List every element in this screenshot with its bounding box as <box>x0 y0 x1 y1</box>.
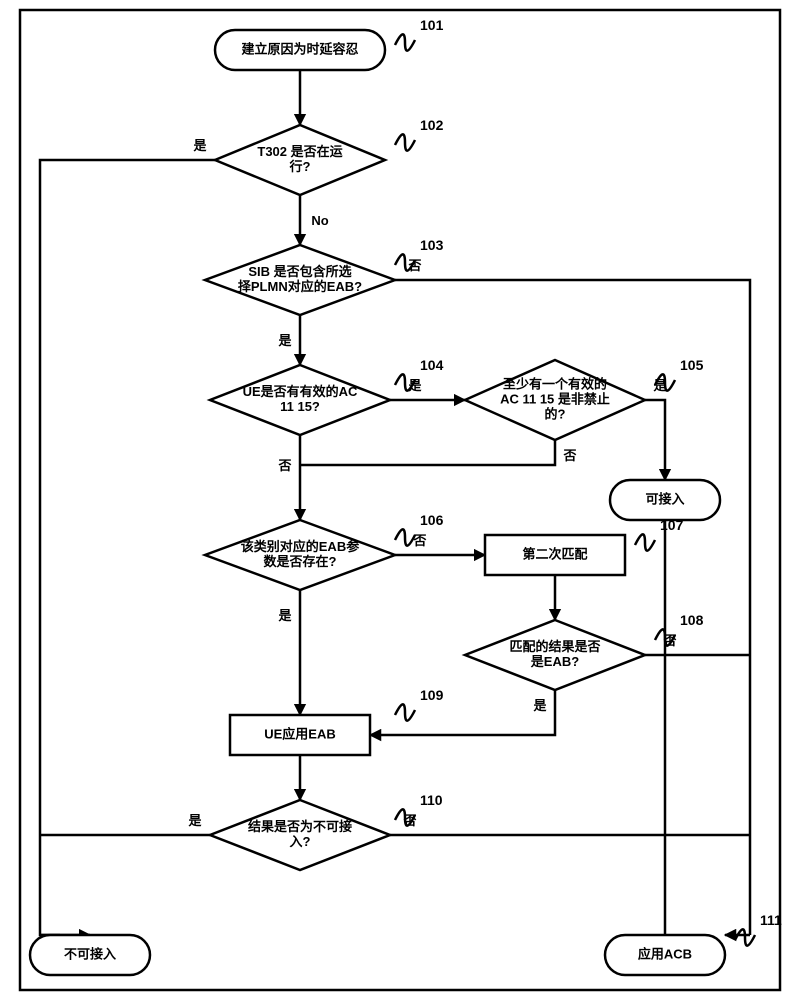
reference-label: 105 <box>680 357 704 373</box>
edge-label: 是 <box>277 608 292 623</box>
node-label: 建立原因为时延容忍 <box>241 41 358 56</box>
reference-label: 102 <box>420 117 444 133</box>
node-label: 不可接入 <box>64 946 116 961</box>
reference-label: 104 <box>420 357 444 373</box>
node-label: T302 是否在运 <box>257 144 342 159</box>
node-label: 第二次匹配 <box>522 546 587 561</box>
node-label: 是EAB? <box>530 654 579 669</box>
node-label: 11 15? <box>280 399 320 414</box>
node-label: 可接入 <box>645 491 684 506</box>
edge-label: 是 <box>187 813 202 828</box>
node-label: 入? <box>290 834 311 849</box>
edge-label: 是 <box>532 698 547 713</box>
node-label: 的? <box>545 406 566 421</box>
node-label: 行? <box>289 159 311 174</box>
node-label: 应用ACB <box>638 946 692 961</box>
reference-label: 111 <box>760 912 782 928</box>
node-label: 该类别对应的EAB参 <box>241 539 360 554</box>
node-label: UE是否有有效的AC <box>243 384 358 399</box>
reference-label: 107 <box>660 517 684 533</box>
node-label: UE应用EAB <box>264 726 336 741</box>
reference-label: 109 <box>420 687 444 703</box>
node-label: 匹配的结果是否 <box>509 639 600 654</box>
edge-label: 否 <box>277 458 291 473</box>
edge-label: 是 <box>277 333 292 348</box>
reference-label: 106 <box>420 512 444 528</box>
reference-label: 110 <box>420 792 443 808</box>
flowchart-canvas: No是是否是否是否否是是否是否建立原因为时延容忍101T302 是否在运行?10… <box>0 0 796 1000</box>
node-label: AC 11 15 是非禁止 <box>500 391 610 406</box>
edge-label: No <box>311 213 328 228</box>
node-label: SIB 是否包含所选 <box>248 264 351 279</box>
reference-label: 101 <box>420 17 444 33</box>
node-label: 结果是否为不可接 <box>248 819 352 834</box>
edge-label: 是 <box>192 138 207 153</box>
reference-label: 108 <box>680 612 704 628</box>
reference-label: 103 <box>420 237 444 253</box>
edge-label: 否 <box>562 448 576 463</box>
node-label: 数是否存在? <box>264 554 337 569</box>
node-label: 择PLMN对应的EAB? <box>238 279 362 294</box>
node-label: 至少有一个有效的 <box>503 376 607 391</box>
